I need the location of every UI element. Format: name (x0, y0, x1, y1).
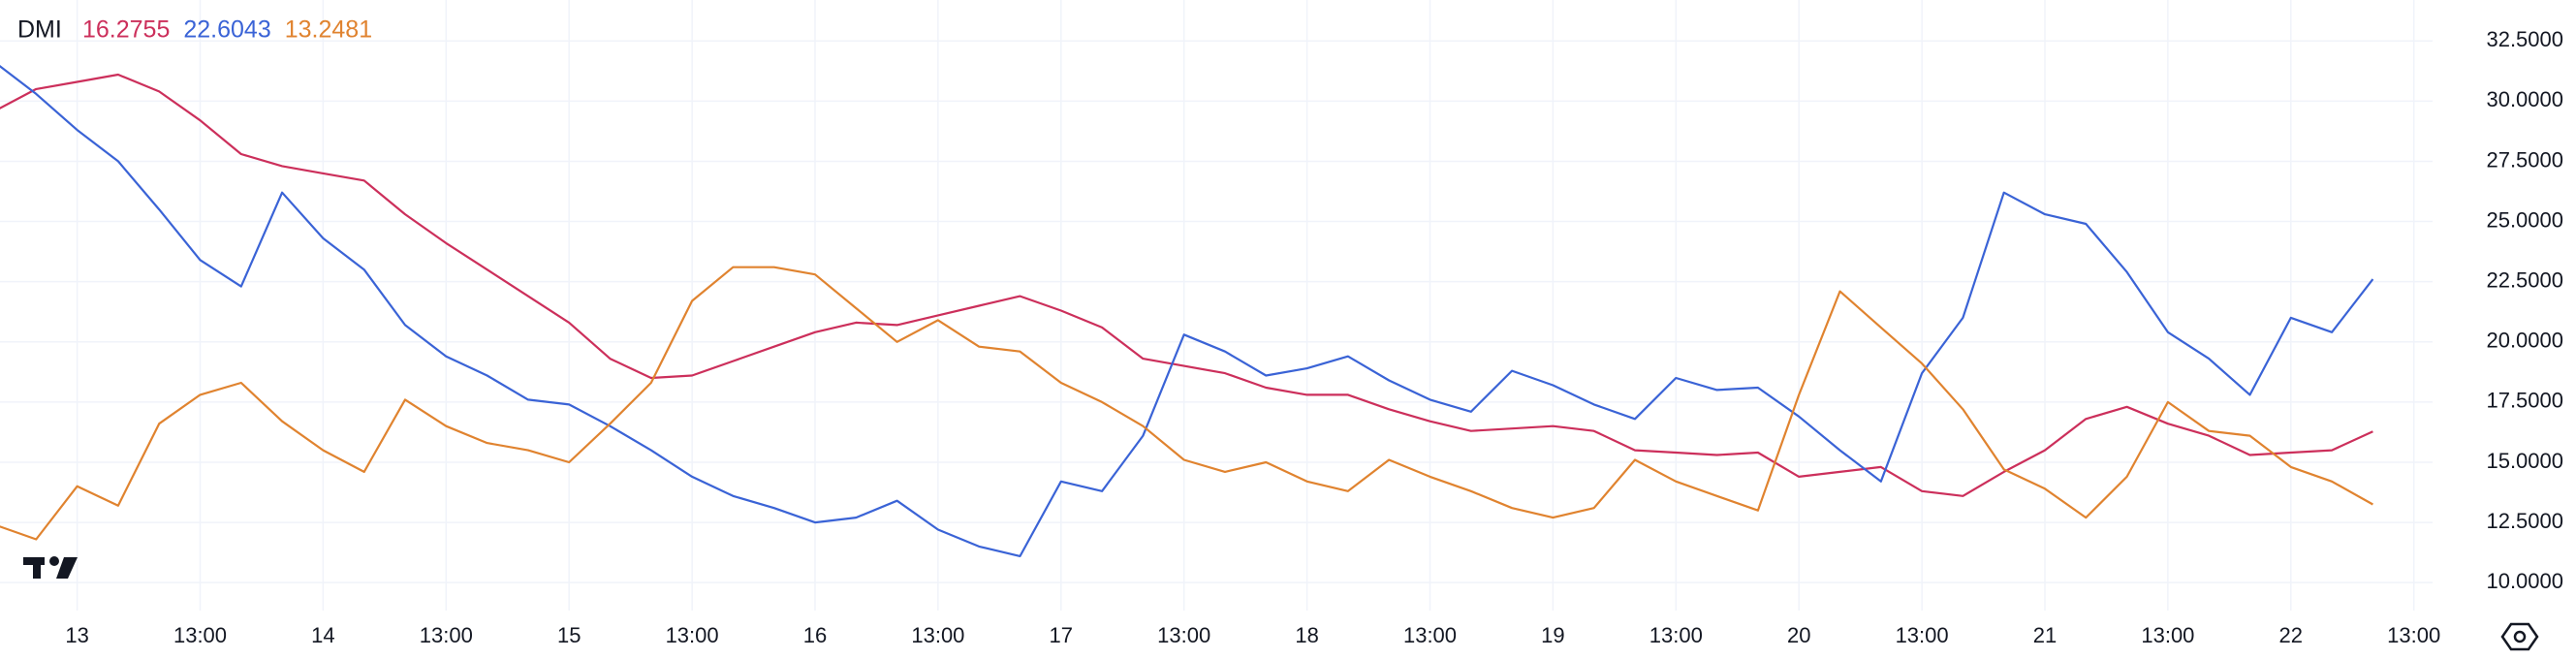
lines (0, 65, 2374, 557)
x-tick-label: 13 (65, 623, 88, 647)
grid (0, 0, 2433, 611)
x-tick-label: 13:00 (173, 623, 227, 647)
x-tick-label: 13:00 (1649, 623, 1703, 647)
y-tick-label: 27.5000 (2486, 147, 2563, 172)
y-tick-label: 20.0000 (2486, 329, 2563, 353)
y-tick-label: 17.5000 (2486, 389, 2563, 413)
dmi-line (0, 65, 2374, 557)
dmi-line (0, 266, 2373, 541)
y-tick-label: 32.5000 (2486, 27, 2563, 51)
x-tick-label: 15 (557, 623, 581, 647)
legend-value: 16.2755 (82, 16, 170, 44)
y-tick-label: 12.5000 (2486, 509, 2563, 533)
x-tick-label: 20 (1787, 623, 1810, 647)
x-tick-label: 13:00 (911, 623, 964, 647)
x-tick-label: 21 (2033, 623, 2057, 647)
x-tick-label: 13:00 (666, 623, 719, 647)
x-tick-label: 14 (311, 623, 334, 647)
tv-logo (23, 556, 78, 579)
x-tick-label: 19 (1541, 623, 1564, 647)
y-tick-label: 22.5000 (2486, 267, 2563, 292)
y-tick-label: 10.0000 (2486, 569, 2563, 593)
settings-dot[interactable] (2513, 630, 2527, 643)
legend-value: 22.6043 (183, 16, 270, 44)
x-tick-label: 22 (2279, 623, 2303, 647)
dmi-line (0, 73, 2373, 497)
x-tick-label: 13:00 (1157, 623, 1210, 647)
x-tick-label: 13:00 (1896, 623, 1949, 647)
y-tick-label: 30.0000 (2486, 87, 2563, 111)
logo-part (49, 556, 59, 566)
x-tick-label: 13:00 (2141, 623, 2194, 647)
legend-value: 13.2481 (285, 16, 372, 44)
legend: 16.2755 22.6043 13.2481 (82, 16, 372, 44)
x-tick-label: 13:00 (1403, 623, 1457, 647)
logo-part (56, 557, 78, 579)
logo-part (33, 557, 41, 579)
x-tick-label: 16 (803, 623, 827, 647)
chart-title: DMI (17, 16, 62, 44)
settings-icon[interactable] (2500, 622, 2539, 651)
x-tick-label: 17 (1050, 623, 1073, 647)
y-tick-label: 25.0000 (2486, 207, 2563, 232)
x-tick-label: 18 (1295, 623, 1318, 647)
x-tick-label: 13:00 (420, 623, 473, 647)
y-tick-label: 15.0000 (2486, 449, 2563, 473)
x-tick-label: 13:00 (2387, 623, 2440, 647)
settings-hex[interactable] (2500, 622, 2539, 651)
